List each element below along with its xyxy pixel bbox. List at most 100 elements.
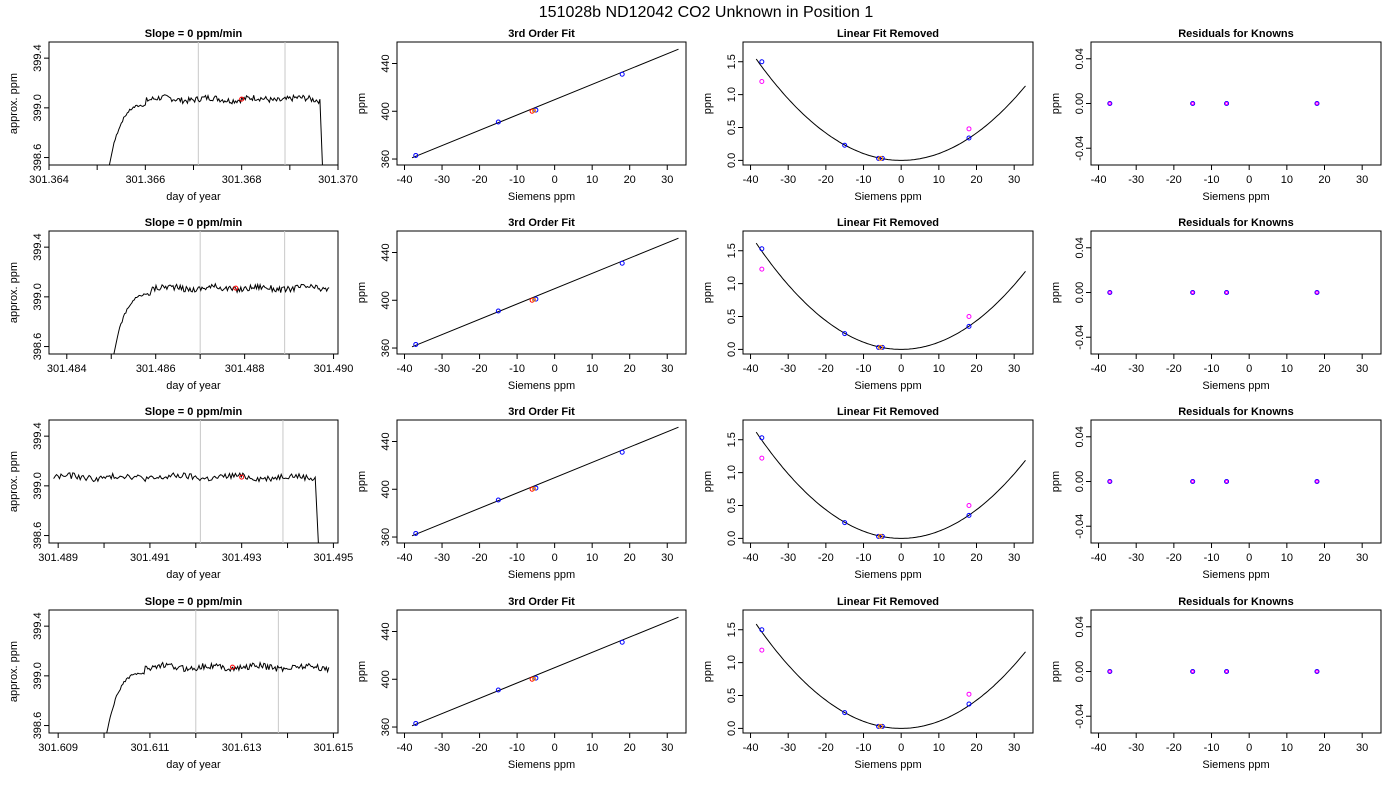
x-tick-label: 0 — [1246, 552, 1252, 564]
x-tick-label: -10 — [509, 742, 525, 754]
reference-point — [759, 78, 765, 84]
x-tick-label: 10 — [933, 174, 945, 186]
y-tick-label: 399.0 — [32, 94, 44, 122]
x-tick-label: 301.486 — [136, 363, 176, 375]
x-tick-label: 301.611 — [130, 742, 169, 754]
x-axis-label: Siemens ppm — [854, 191, 921, 203]
panel-r0-c2: Linear Fit Removed -40 -30 -20 -10 0 10 20 30 0.0… — [702, 28, 1034, 203]
x-tick-label: 20 — [624, 552, 636, 564]
x-tick-label: -40 — [1091, 174, 1107, 186]
fit-line — [411, 426, 679, 537]
x-tick-label: 20 — [624, 174, 636, 186]
panel-title: Slope = 0 ppm/min — [145, 596, 243, 608]
x-tick-label: -30 — [434, 552, 450, 564]
y-tick-label: 399.0 — [32, 472, 44, 500]
x-tick-label: -10 — [1204, 742, 1220, 754]
y-tick-label: 1.5 — [726, 622, 738, 637]
y-tick-label: 360 — [380, 718, 392, 736]
panel-title: Linear Fit Removed — [837, 596, 939, 608]
panel-r3-c2: Linear Fit Removed -40 -30 -20 -10 0 10 20 30 0.0… — [702, 596, 1034, 771]
panel-r2-c3: Residuals for Knowns -40 -30 -20 -10 0 10 20 30 -… — [1050, 406, 1382, 581]
known-point — [842, 710, 848, 716]
y-tick-label: -0.04 — [1074, 704, 1086, 729]
x-tick-label: -10 — [856, 363, 872, 375]
residual-curve — [755, 58, 1026, 161]
residual-point-overlay — [1315, 290, 1319, 295]
x-axis-label: Siemens ppm — [854, 380, 921, 392]
x-tick-label: 10 — [933, 363, 945, 375]
residual-curve — [755, 623, 1026, 729]
known-point — [966, 323, 972, 329]
x-tick-label: -30 — [1128, 742, 1144, 754]
panel-title: 3rd Order Fit — [508, 217, 575, 229]
x-tick-label: -30 — [780, 742, 796, 754]
concentration-trace — [108, 93, 323, 165]
y-axis-label: ppm — [356, 282, 368, 303]
x-tick-label: 10 — [1281, 174, 1293, 186]
panel-r3-c0: Slope = 0 ppm/min 301.609 301.611 301.613 30… — [8, 596, 353, 771]
x-tick-label: -30 — [1128, 552, 1144, 564]
x-tick-label: -20 — [1166, 174, 1182, 186]
y-tick-label: 1.0 — [726, 276, 738, 291]
y-axis-label: ppm — [1050, 471, 1062, 492]
x-tick-label: -10 — [856, 174, 872, 186]
x-tick-label: 10 — [1281, 552, 1293, 564]
y-tick-label: 399.4 — [32, 233, 44, 261]
fit-line — [411, 48, 679, 159]
known-point — [842, 331, 848, 337]
y-tick-label: 0.5 — [726, 498, 738, 513]
y-axis-label: ppm — [356, 661, 368, 682]
fit-point — [495, 308, 501, 314]
y-tick-label: 0.0 — [726, 342, 738, 357]
y-axis-label: approx. ppm — [8, 451, 20, 512]
y-tick-label: 440 — [380, 432, 392, 450]
x-tick-label: -40 — [1091, 552, 1107, 564]
x-tick-label: -20 — [818, 174, 834, 186]
x-tick-label: 20 — [624, 363, 636, 375]
residual-point — [1190, 290, 1196, 295]
x-tick-label: -10 — [509, 174, 525, 186]
panel-r3-c3: Residuals for Knowns -40 -30 -20 -10 0 10 20 30 -… — [1050, 596, 1382, 771]
unknown-point — [531, 297, 537, 302]
residual-point — [1224, 479, 1230, 484]
x-tick-label: 0 — [898, 742, 904, 754]
x-tick-label: 301.609 — [38, 742, 78, 754]
x-tick-label: 301.613 — [222, 742, 262, 754]
concentration-trace — [106, 660, 330, 733]
plot-area — [1107, 101, 1320, 106]
x-tick-label: 10 — [586, 742, 598, 754]
y-tick-label: 1.0 — [726, 465, 738, 480]
y-tick-label: -0.04 — [1074, 325, 1086, 350]
x-tick-label: 301.615 — [314, 742, 354, 754]
residual-point — [1314, 479, 1320, 484]
y-tick-label: 400 — [380, 291, 392, 309]
plot-frame — [742, 230, 1034, 355]
sample-point — [239, 96, 245, 102]
residual-point — [1224, 101, 1230, 106]
panel-r2-c1: 3rd Order Fit -40 -30 -20 -10 0 10 20 30 360 400 44… — [356, 406, 687, 581]
x-tick-label: 30 — [1356, 552, 1368, 564]
x-tick-label: 301.488 — [225, 363, 265, 375]
x-tick-label: 0 — [898, 363, 904, 375]
y-tick-label: 398.6 — [32, 144, 44, 172]
page-title: 151028b ND12042 CO2 Unknown in Position … — [539, 4, 874, 21]
x-axis-label: Siemens ppm — [508, 569, 575, 581]
panel-title: Residuals for Knowns — [1178, 28, 1294, 40]
sample-point — [233, 285, 239, 291]
x-tick-label: -10 — [509, 552, 525, 564]
x-tick-label: -10 — [1204, 363, 1220, 375]
residual-point-overlay — [1315, 101, 1319, 106]
x-tick-label: -20 — [1166, 552, 1182, 564]
fit-point — [533, 675, 539, 681]
x-tick-label: 30 — [661, 742, 673, 754]
plot-area — [411, 426, 679, 537]
x-tick-label: 301.370 — [318, 174, 358, 186]
panel-title: 3rd Order Fit — [508, 406, 575, 418]
x-axis-label: Siemens ppm — [508, 191, 575, 203]
known-point — [879, 723, 885, 729]
unknown-point — [877, 723, 883, 729]
residual-point-overlay — [1108, 669, 1112, 674]
concentration-trace — [53, 471, 319, 543]
plot-area — [411, 48, 679, 159]
x-tick-label: -10 — [1204, 174, 1220, 186]
